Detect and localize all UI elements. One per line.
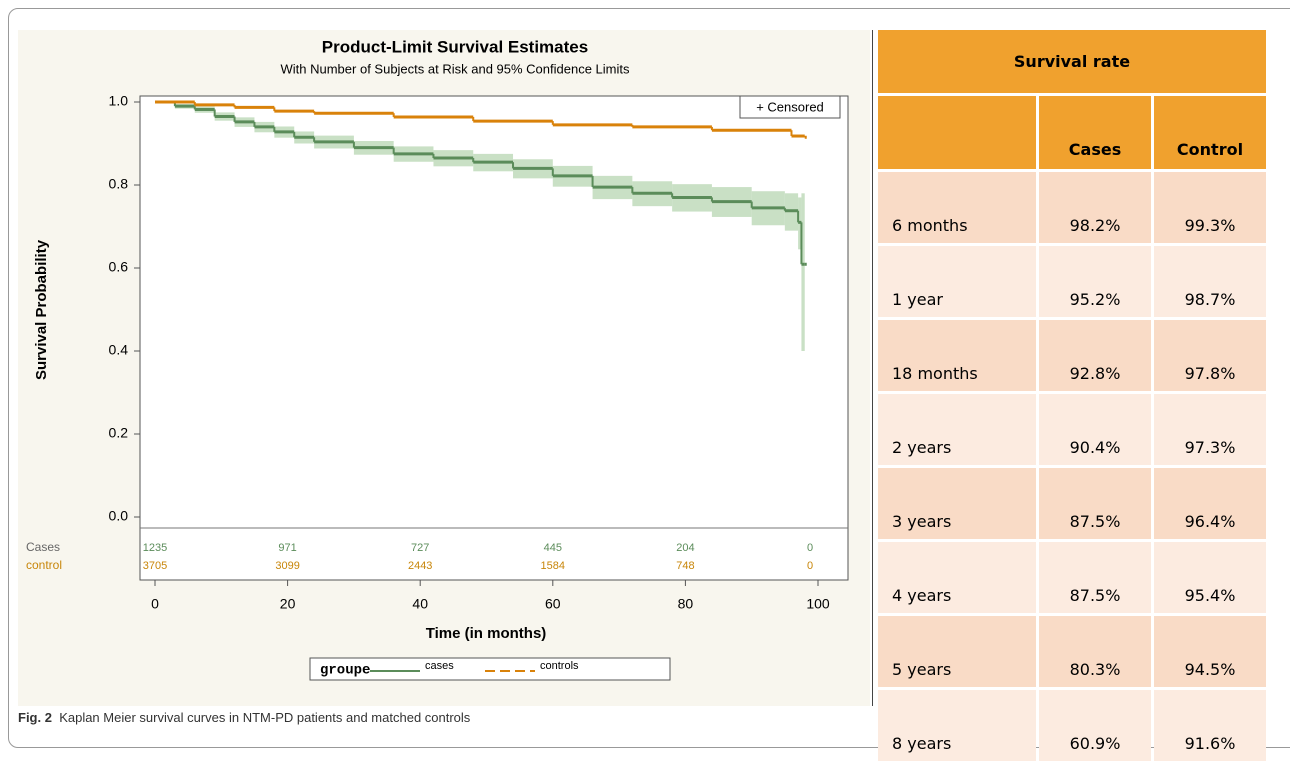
survival-table: Survival rate Cases Control 6 months 98.2% 99… <box>875 27 1269 764</box>
y-axis-label: Survival Probability <box>33 239 50 380</box>
caption-label: Fig. 2 <box>18 710 52 725</box>
legend-title: groupe <box>320 663 370 679</box>
x-tick-label: 20 <box>280 596 296 612</box>
rate-cell: 97.8% <box>1154 320 1266 391</box>
header-cell-empty <box>878 96 1036 169</box>
caption-text: Kaplan Meier survival curves in NTM-PD p… <box>59 710 471 725</box>
period-cell: 1 year <box>878 246 1036 317</box>
period-cell: 6 months <box>878 172 1036 243</box>
rate-cell: 94.5% <box>1154 616 1266 687</box>
rate-cell: 92.8% <box>1039 320 1151 391</box>
column-header: Cases <box>1039 96 1151 169</box>
chart-subtitle: With Number of Subjects at Risk and 95% … <box>281 61 630 76</box>
confidence-band <box>801 193 805 351</box>
at-risk-row-label: Cases <box>26 540 60 554</box>
rate-cell: 98.7% <box>1154 246 1266 317</box>
at-risk-count: 0 <box>807 560 813 572</box>
x-tick-label: 40 <box>412 596 428 612</box>
rate-cell: 95.2% <box>1039 246 1151 317</box>
censored-legend-box <box>739 95 841 119</box>
legend-label: cases <box>425 660 454 672</box>
y-tick-label: 0.2 <box>109 425 129 441</box>
rate-cell: 87.5% <box>1039 468 1151 539</box>
x-tick-label: 60 <box>545 596 561 612</box>
y-tick-label: 1.0 <box>109 93 129 109</box>
at-risk-count: 0 <box>807 542 813 554</box>
page: {"chart_data": {"type": "step", "title":… <box>8 8 1290 761</box>
y-tick-label: 0.6 <box>109 259 129 275</box>
at-risk-count: 748 <box>676 560 694 572</box>
table-row: 18 months 92.8% 97.8% <box>878 320 1266 391</box>
at-risk-count: 727 <box>411 542 429 554</box>
table-row: 5 years 80.3% 94.5% <box>878 616 1266 687</box>
table-row: 4 years 87.5% 95.4% <box>878 542 1266 613</box>
plot-frame <box>139 95 849 581</box>
rate-cell: 96.4% <box>1154 468 1266 539</box>
period-cell: 3 years <box>878 468 1036 539</box>
column-header: Control <box>1154 96 1266 169</box>
at-risk-count: 971 <box>278 542 296 554</box>
period-cell: 4 years <box>878 542 1036 613</box>
at-risk-count: 1584 <box>541 560 565 572</box>
legend-label: controls <box>540 660 579 672</box>
rate-cell: 91.6% <box>1154 690 1266 761</box>
table-title-row: Survival rate <box>878 30 1266 93</box>
rate-cell: 87.5% <box>1039 542 1151 613</box>
at-risk-count: 1235 <box>143 542 167 554</box>
at-risk-count: 3099 <box>275 560 299 572</box>
at-risk-count: 3705 <box>143 560 167 572</box>
table-row: 1 year 95.2% 98.7% <box>878 246 1266 317</box>
at-risk-count: 204 <box>676 542 694 554</box>
table-title: Survival rate <box>878 30 1266 93</box>
period-cell: 18 months <box>878 320 1036 391</box>
divider <box>872 30 873 706</box>
rate-cell: 98.2% <box>1039 172 1151 243</box>
legend-box <box>309 657 671 681</box>
table-row: 2 years 90.4% 97.3% <box>878 394 1266 465</box>
x-tick-label: 100 <box>806 596 830 612</box>
rate-cell: 97.3% <box>1154 394 1266 465</box>
x-tick-label: 80 <box>678 596 694 612</box>
rate-cell: 80.3% <box>1039 616 1151 687</box>
censored-legend: + Censored <box>756 99 824 114</box>
at-risk-count: 445 <box>544 542 562 554</box>
y-tick-label: 0.0 <box>109 508 129 524</box>
rate-cell: 90.4% <box>1039 394 1151 465</box>
at-risk-row-label: control <box>26 558 62 572</box>
caption: Fig. 2 Kaplan Meier survival curves in N… <box>18 710 470 725</box>
x-tick-label: 0 <box>151 596 159 612</box>
rate-cell: 99.3% <box>1154 172 1266 243</box>
table-row: 3 years 87.5% 96.4% <box>878 468 1266 539</box>
y-tick-label: 0.4 <box>109 342 129 358</box>
period-cell: 2 years <box>878 394 1036 465</box>
chart: Product-Limit Survival Estimates With Nu… <box>26 37 849 681</box>
period-cell: 5 years <box>878 616 1036 687</box>
rate-cell: 60.9% <box>1039 690 1151 761</box>
y-tick-label: 0.8 <box>109 176 129 192</box>
table-row: 8 years 60.9% 91.6% <box>878 690 1266 761</box>
x-axis-label: Time (in months) <box>426 625 547 642</box>
period-cell: 8 years <box>878 690 1036 761</box>
table-header-row: Cases Control <box>878 96 1266 169</box>
rate-cell: 95.4% <box>1154 542 1266 613</box>
at-risk-count: 2443 <box>408 560 432 572</box>
table-row: 6 months 98.2% 99.3% <box>878 172 1266 243</box>
chart-title: Product-Limit Survival Estimates <box>322 37 588 56</box>
